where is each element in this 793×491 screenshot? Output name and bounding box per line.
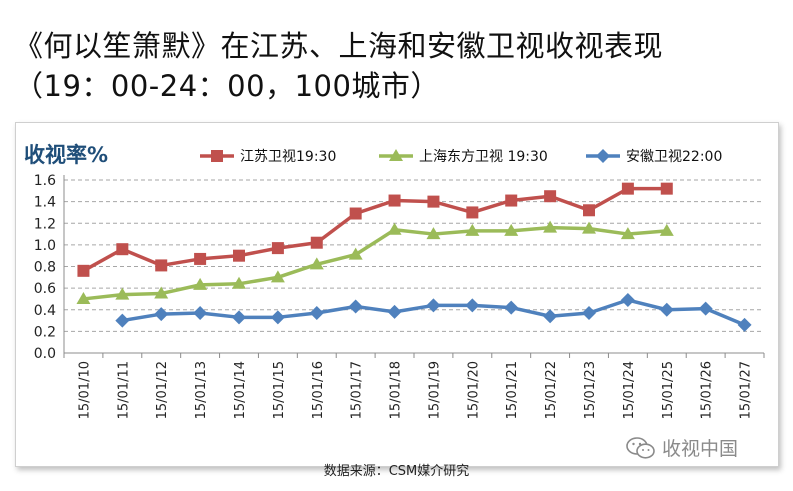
data-point: [505, 194, 518, 207]
data-point: [620, 227, 635, 240]
data-point: [270, 270, 285, 283]
data-point: [466, 206, 479, 219]
data-point: [116, 243, 129, 256]
series-2: [76, 220, 674, 304]
data-point: [348, 247, 363, 260]
data-point: [698, 301, 713, 316]
x-tick-label: 15/01/21: [505, 361, 520, 419]
page-title: 《何以笙箫默》在江苏、上海和安徽卫视收视表现 （19：00-24：00，100城…: [14, 29, 664, 103]
data-point: [115, 313, 130, 328]
x-tick-label: 15/01/15: [272, 361, 287, 419]
y-tick-label: 0.8: [34, 260, 56, 276]
data-point: [465, 298, 480, 313]
data-point: [583, 204, 595, 217]
data-point: [426, 298, 441, 313]
legend-label: 上海东方卫视 19:30: [419, 149, 548, 165]
data-point: [232, 310, 246, 325]
data-point: [194, 252, 207, 265]
data-point: [387, 222, 402, 235]
y-tick-label: 0.6: [34, 281, 56, 297]
x-tick-label: 15/01/11: [116, 361, 131, 419]
data-source: 数据来源：CSM媒介研究: [323, 464, 470, 479]
data-point: [193, 305, 208, 320]
y-tick-label: 0.0: [34, 346, 56, 362]
x-tick-label: 15/01/16: [311, 361, 326, 419]
data-point: [465, 223, 480, 236]
data-point: [504, 300, 519, 315]
x-tick-label: 15/01/17: [350, 361, 365, 419]
data-point: [543, 220, 558, 233]
y-tick-label: 1.4: [34, 195, 56, 211]
x-tick-label: 15/01/26: [700, 361, 715, 419]
legend-label: 江苏卫视19:30: [240, 149, 336, 165]
data-point: [544, 190, 557, 203]
x-tick-label: 15/01/14: [233, 361, 248, 419]
legend-label: 安徽卫视22:00: [626, 149, 722, 165]
data-point: [737, 317, 752, 332]
data-point: [154, 307, 169, 322]
data-point: [659, 302, 674, 317]
data-point: [77, 264, 90, 277]
data-point: [621, 182, 634, 195]
watermark: 收视中国: [626, 434, 738, 461]
series-line: [82, 186, 667, 273]
x-tick-label: 15/01/19: [427, 361, 442, 419]
y-tick-label: 0.4: [34, 303, 56, 319]
y-axis-title: 收视率%: [24, 143, 108, 167]
x-tick-label: 15/01/18: [389, 361, 404, 419]
x-tick-label: 15/01/13: [194, 361, 209, 419]
x-tick-label: 15/01/24: [622, 361, 637, 419]
x-tick-label: 15/01/23: [583, 361, 598, 419]
data-point: [309, 305, 324, 320]
data-point: [389, 149, 403, 161]
y-tick-label: 1.6: [34, 173, 56, 189]
legend-item: 安徽卫视22:00: [586, 149, 722, 165]
x-tick-label: 15/01/25: [661, 361, 676, 419]
legend-item: 江苏卫视19:30: [200, 149, 336, 165]
data-point: [504, 223, 519, 236]
data-point: [211, 150, 223, 162]
data-point: [387, 304, 402, 319]
x-tick-label: 15/01/27: [739, 361, 754, 419]
data-point: [154, 286, 169, 299]
data-point: [310, 236, 323, 249]
y-tick-label: 1.0: [34, 238, 56, 254]
data-point: [582, 221, 596, 234]
data-point: [232, 276, 246, 289]
x-tick-label: 15/01/12: [155, 361, 170, 419]
data-point: [115, 287, 130, 300]
x-tick-label: 15/01/10: [77, 361, 92, 419]
data-point: [659, 223, 674, 236]
data-point: [233, 249, 245, 262]
line-chart: 收视率% 0.0 0.2 0.4 0.6 0.8 1.0 1.2 1.4 1.6 15/01/10 1…: [24, 143, 765, 419]
data-point: [620, 293, 635, 308]
wechat-icon: [626, 436, 655, 459]
x-tick-label: 15/01/20: [466, 361, 481, 419]
data-point: [193, 277, 208, 290]
series-1: [77, 182, 673, 277]
data-point: [309, 257, 324, 270]
data-point: [582, 305, 596, 320]
x-tick-label: 15/01/22: [544, 361, 559, 419]
data-point: [271, 242, 284, 255]
series-line: [83, 225, 667, 301]
data-point: [76, 291, 91, 304]
data-point: [426, 227, 441, 240]
data-point: [596, 149, 610, 163]
data-point: [348, 299, 363, 314]
chart-frame: 收视率% 0.0 0.2 0.4 0.6 0.8 1.0 1.2 1.4 1.6 15/01/10 1…: [15, 122, 779, 467]
legend-item: 上海东方卫视 19:30: [379, 149, 548, 165]
y-tick-label: 1.2: [34, 216, 56, 232]
data-point: [660, 182, 673, 195]
data-point: [427, 195, 440, 208]
data-point: [388, 194, 401, 207]
data-point: [155, 259, 168, 272]
data-point: [543, 309, 558, 324]
watermark-text: 收视中国: [662, 438, 739, 460]
data-point: [349, 207, 362, 220]
y-tick-label: 0.2: [34, 324, 56, 340]
data-point: [270, 310, 285, 325]
series-3: [115, 293, 752, 332]
